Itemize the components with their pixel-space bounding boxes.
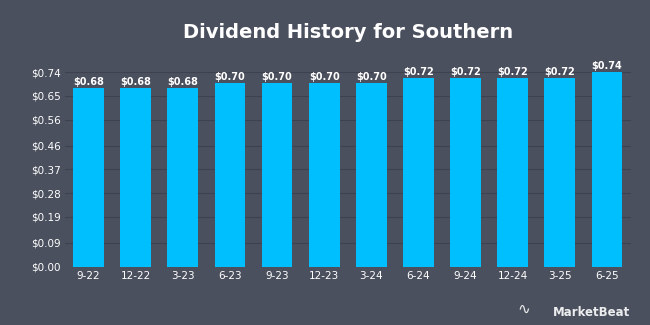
Text: $0.72: $0.72 — [497, 67, 528, 77]
Text: $0.68: $0.68 — [120, 77, 151, 87]
Text: $0.70: $0.70 — [262, 72, 292, 82]
Bar — [450, 78, 481, 266]
Bar — [168, 88, 198, 266]
Text: $0.72: $0.72 — [545, 67, 575, 77]
Text: ∿: ∿ — [517, 302, 530, 317]
Bar — [262, 83, 292, 266]
Text: $0.72: $0.72 — [403, 67, 434, 77]
Text: $0.70: $0.70 — [356, 72, 387, 82]
Text: $0.68: $0.68 — [73, 77, 104, 87]
Text: $0.72: $0.72 — [450, 67, 481, 77]
Text: MarketBeat: MarketBeat — [553, 306, 630, 318]
Text: $0.74: $0.74 — [592, 61, 622, 71]
Title: Dividend History for Southern: Dividend History for Southern — [183, 23, 513, 42]
Bar — [592, 72, 622, 266]
Bar — [356, 83, 387, 266]
Bar — [309, 83, 339, 266]
Bar — [214, 83, 245, 266]
Text: $0.68: $0.68 — [168, 77, 198, 87]
Bar — [120, 88, 151, 266]
Bar — [497, 78, 528, 266]
Bar — [545, 78, 575, 266]
Bar — [73, 88, 104, 266]
Bar — [403, 78, 434, 266]
Text: $0.70: $0.70 — [214, 72, 245, 82]
Text: $0.70: $0.70 — [309, 72, 339, 82]
